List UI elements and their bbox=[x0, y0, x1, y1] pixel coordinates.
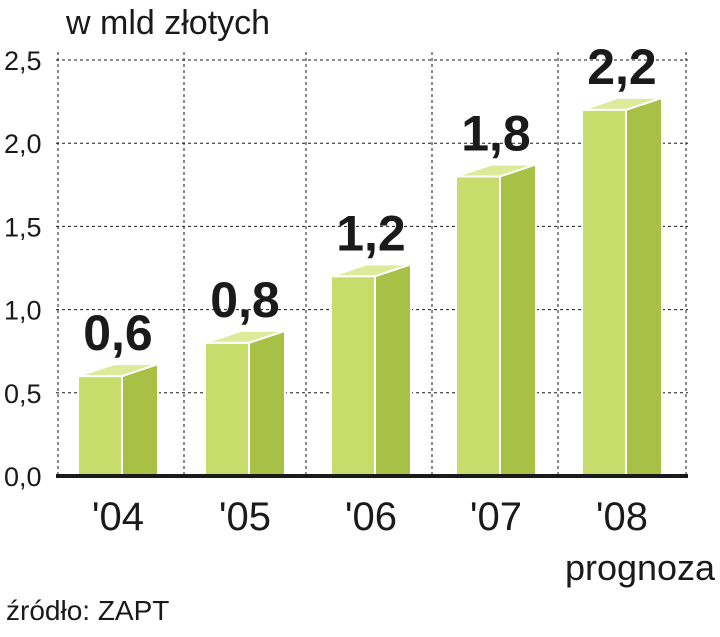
bar: 0,6 bbox=[77, 305, 159, 477]
x-tick-label: '04 bbox=[92, 495, 144, 539]
bar-front-face bbox=[330, 275, 376, 477]
bar-value-label: 0,8 bbox=[210, 272, 280, 328]
bar: 2,2 bbox=[581, 39, 663, 477]
bar-value-label: 0,6 bbox=[83, 305, 153, 361]
y-tick-label: 0,0 bbox=[4, 462, 42, 492]
y-tick-label: 2,0 bbox=[4, 129, 42, 159]
unit-label: w mld złotych bbox=[65, 4, 270, 42]
bar: 0,8 bbox=[204, 272, 286, 477]
bar-front-face bbox=[77, 375, 123, 477]
bar-side-face bbox=[625, 96, 663, 477]
bar-value-label: 1,8 bbox=[461, 105, 531, 161]
y-tick-label: 2,5 bbox=[4, 46, 42, 76]
bar-front-face bbox=[581, 108, 627, 477]
bar-front-face bbox=[204, 341, 250, 477]
bar-front-face bbox=[455, 175, 501, 477]
bar-side-face bbox=[374, 262, 412, 477]
y-tick-label: 1,5 bbox=[4, 212, 42, 242]
y-tick-label: 1,0 bbox=[4, 296, 42, 326]
source-note: źródło: ZAPT bbox=[6, 595, 169, 626]
bar-value-label: 2,2 bbox=[587, 39, 657, 95]
bar-side-face bbox=[499, 163, 537, 477]
bar-side-face bbox=[121, 362, 159, 477]
x-tick-label: '08 bbox=[596, 495, 648, 539]
bar: 1,2 bbox=[330, 205, 412, 477]
x-tick-label: '07 bbox=[470, 495, 522, 539]
bar-side-face bbox=[248, 329, 286, 477]
bar-value-label: 1,2 bbox=[336, 205, 406, 261]
x-tick-label: '06 bbox=[345, 495, 397, 539]
bar: 1,8 bbox=[455, 105, 537, 477]
x-axis-ticks: '04 '05 '06 '07 '08 prognoza bbox=[92, 495, 716, 588]
y-tick-label: 0,5 bbox=[4, 379, 42, 409]
bars: 0,6 0,8 1,2 1,8 2,2 bbox=[77, 39, 663, 477]
category-note: prognoza bbox=[565, 547, 716, 588]
x-tick-label: '05 bbox=[219, 495, 271, 539]
grid-lines bbox=[56, 52, 688, 476]
y-axis-ticks: 0,0 0,5 1,0 1,5 2,0 2,5 bbox=[4, 46, 42, 492]
